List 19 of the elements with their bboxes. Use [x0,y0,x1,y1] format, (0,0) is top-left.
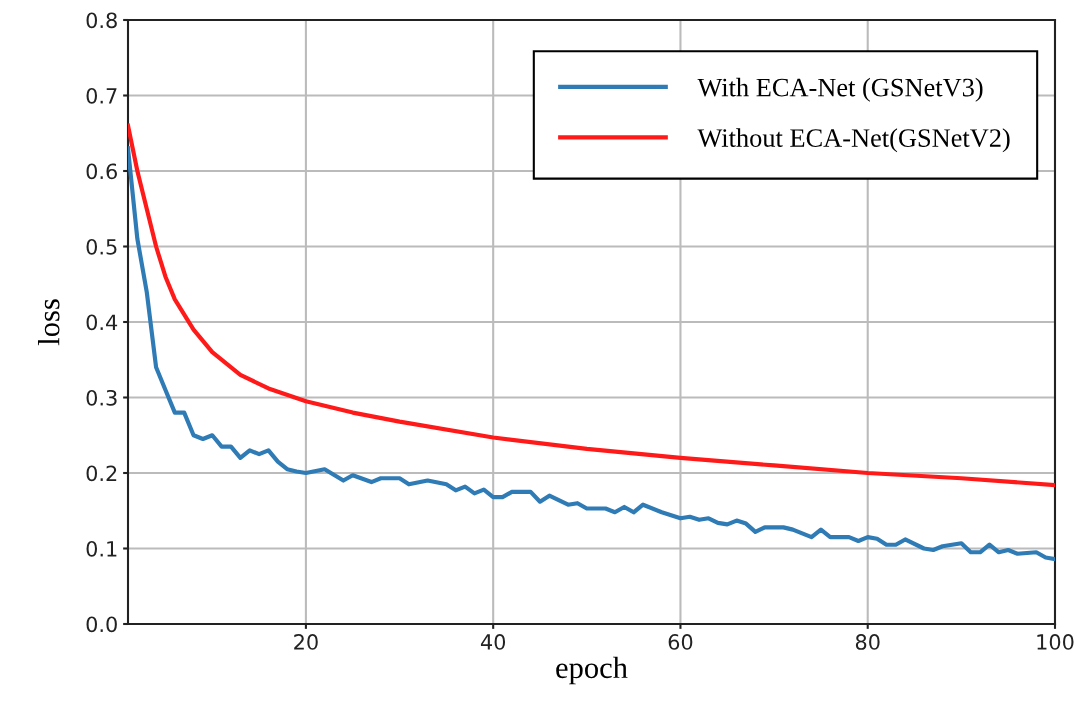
y-tick-label: 0.8 [86,12,117,29]
y-tick-label: 0.3 [86,389,117,406]
x-tick-label: 40 [480,634,506,650]
y-tick-label: 0.4 [86,314,118,331]
x-tick-label: 100 [1037,634,1074,650]
x-tick-label: 20 [294,634,318,650]
y-tick-label: 0.1 [86,540,117,557]
x-tick-label: 60 [668,634,693,650]
legend-label: With ECA-Net (GSNetV3) [697,77,983,102]
x-tick-label: 80 [855,634,880,650]
x-axis-title: epoch [556,656,628,685]
y-tick-label: 0.7 [86,87,117,104]
y-tick-label: 0.6 [86,163,117,180]
legend-label: Without ECA-Net(GSNetV2) [697,128,1010,153]
y-tick-label: 0.2 [86,465,117,482]
y-tick-label: 0.0 [86,616,117,633]
line-series [128,123,1055,488]
y-tick-label: 0.5 [86,238,117,255]
y-axis-title: loss [37,299,60,346]
